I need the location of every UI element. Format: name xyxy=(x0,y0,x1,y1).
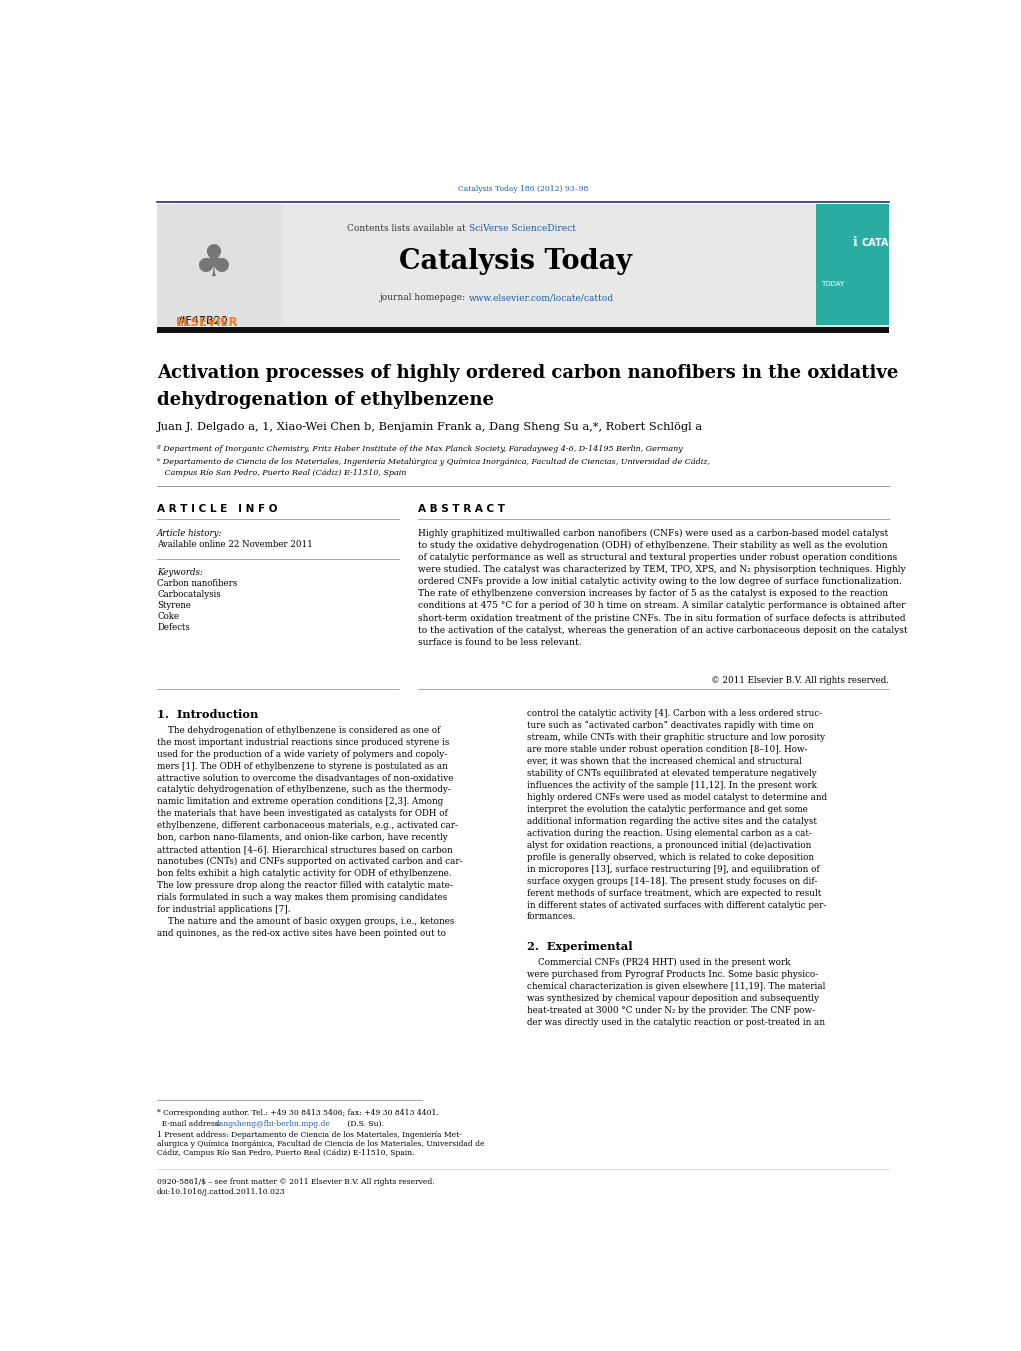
Text: Carbocatalysis: Carbocatalysis xyxy=(157,590,221,600)
Text: alurgica y Química Inorgánica, Facultad de Ciencia de los Materiales, Universida: alurgica y Química Inorgánica, Facultad … xyxy=(157,1140,485,1148)
Text: Catalysis Today 186 (2012) 93–98: Catalysis Today 186 (2012) 93–98 xyxy=(458,185,588,193)
Text: ª Department of Inorganic Chemistry, Fritz Haber Institute of the Max Planck Soc: ª Department of Inorganic Chemistry, Fri… xyxy=(157,446,683,454)
Text: © 2011 Elsevier B.V. All rights reserved.: © 2011 Elsevier B.V. All rights reserved… xyxy=(712,677,889,685)
Bar xyxy=(816,204,889,326)
Text: dangsheng@fhi-berlin.mpg.de: dangsheng@fhi-berlin.mpg.de xyxy=(214,1120,331,1128)
Text: control the catalytic activity [4]. Carbon with a less ordered struc-
ture such : control the catalytic activity [4]. Carb… xyxy=(527,709,827,921)
Text: 1.  Introduction: 1. Introduction xyxy=(157,709,258,720)
Text: #F47B20: #F47B20 xyxy=(176,316,228,326)
Text: journal homepage:: journal homepage: xyxy=(380,293,469,303)
Text: Commercial CNFs (PR24 HHT) used in the present work
were purchased from Pyrograf: Commercial CNFs (PR24 HHT) used in the p… xyxy=(527,958,825,1027)
Text: Campus Río San Pedro, Puerto Real (Cádiz) E-11510, Spain: Campus Río San Pedro, Puerto Real (Cádiz… xyxy=(157,469,406,477)
Text: ᵇ Departamento de Ciencia de los Materiales, Ingeniería Metalúrgica y Química In: ᵇ Departamento de Ciencia de los Materia… xyxy=(157,458,710,466)
Text: Activation processes of highly ordered carbon nanofibers in the oxidative: Activation processes of highly ordered c… xyxy=(157,363,898,382)
Text: A B S T R A C T: A B S T R A C T xyxy=(419,504,505,513)
Text: E-mail address:: E-mail address: xyxy=(157,1120,224,1128)
Text: i: i xyxy=(853,236,857,250)
Text: Styrene: Styrene xyxy=(157,601,191,611)
Text: Highly graphitized multiwalled carbon nanofibers (CNFs) were used as a carbon-ba: Highly graphitized multiwalled carbon na… xyxy=(419,528,908,647)
Text: ELSEVIER: ELSEVIER xyxy=(176,316,238,330)
Bar xyxy=(157,327,889,334)
Text: Keywords:: Keywords: xyxy=(157,567,203,577)
Text: www.elsevier.com/locate/cattod: www.elsevier.com/locate/cattod xyxy=(469,293,614,303)
Text: Contents lists available at: Contents lists available at xyxy=(347,224,469,232)
Text: Carbon nanofibers: Carbon nanofibers xyxy=(157,580,238,589)
Text: doi:10.1016/j.cattod.2011.10.023: doi:10.1016/j.cattod.2011.10.023 xyxy=(157,1188,286,1196)
Text: (D.S. Su).: (D.S. Su). xyxy=(345,1120,384,1128)
Text: Juan J. Delgado a, 1, Xiao-Wei Chen b, Benjamin Frank a, Dang Sheng Su a,*, Robe: Juan J. Delgado a, 1, Xiao-Wei Chen b, B… xyxy=(157,423,703,432)
Text: Coke: Coke xyxy=(157,612,180,621)
Text: ♣: ♣ xyxy=(193,243,233,286)
Text: 2.  Experimental: 2. Experimental xyxy=(527,942,632,952)
Text: Article history:: Article history: xyxy=(157,528,223,538)
Text: 0920-5861/$ – see front matter © 2011 Elsevier B.V. All rights reserved.: 0920-5861/$ – see front matter © 2011 El… xyxy=(157,1178,435,1186)
Text: * Corresponding author. Tel.: +49 30 8413 5406; fax: +49 30 8413 4401.: * Corresponding author. Tel.: +49 30 841… xyxy=(157,1109,439,1117)
Text: The dehydrogenation of ethylbenzene is considered as one of
the most important i: The dehydrogenation of ethylbenzene is c… xyxy=(157,725,463,938)
Text: Catalysis Today: Catalysis Today xyxy=(399,249,632,276)
Text: SciVerse ScienceDirect: SciVerse ScienceDirect xyxy=(469,224,576,232)
Text: A R T I C L E   I N F O: A R T I C L E I N F O xyxy=(157,504,278,513)
Text: TODAY: TODAY xyxy=(821,281,844,286)
Bar xyxy=(157,204,283,326)
Text: dehydrogenation of ethylbenzene: dehydrogenation of ethylbenzene xyxy=(157,390,494,409)
Text: 1 Present address: Departamento de Ciencia de los Materiales, Ingeniería Met-: 1 Present address: Departamento de Cienc… xyxy=(157,1131,461,1139)
Text: Available online 22 November 2011: Available online 22 November 2011 xyxy=(157,540,312,550)
Bar xyxy=(157,204,889,328)
Text: Defects: Defects xyxy=(157,623,190,631)
Text: Cádiz, Campus Río San Pedro, Puerto Real (Cádiz) E-11510, Spain.: Cádiz, Campus Río San Pedro, Puerto Real… xyxy=(157,1150,415,1158)
Text: CATALYSIS: CATALYSIS xyxy=(862,238,919,249)
